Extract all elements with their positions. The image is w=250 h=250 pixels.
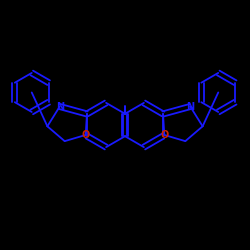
Text: N: N xyxy=(56,102,64,112)
Text: N: N xyxy=(186,102,194,112)
Text: O: O xyxy=(160,130,168,140)
Text: O: O xyxy=(82,130,90,140)
